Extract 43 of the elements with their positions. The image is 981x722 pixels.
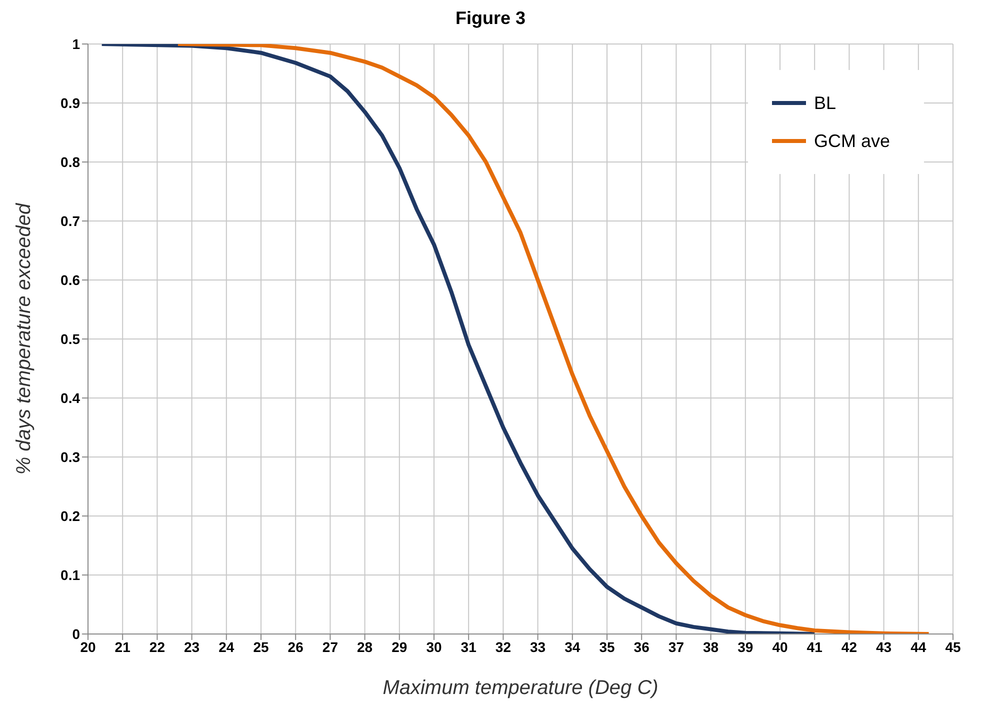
x-tick-label: 27	[322, 638, 338, 655]
y-tick-label: 0.6	[60, 272, 80, 288]
x-tick-label: 36	[634, 638, 650, 655]
x-tick-label: 44	[910, 638, 926, 655]
x-tick-label: 39	[738, 638, 754, 655]
x-tick-label: 45	[945, 638, 961, 655]
x-tick-label: 24	[218, 638, 234, 655]
x-tick-label: 21	[114, 638, 131, 655]
y-tick-label: 0.8	[60, 154, 80, 170]
x-tick-label: 34	[564, 638, 580, 655]
x-tick-label: 20	[80, 638, 96, 655]
x-tick-label: 28	[357, 638, 373, 655]
chart-title: Figure 3	[454, 8, 526, 30]
y-tick-label: 0.3	[60, 448, 80, 465]
y-tick-label: 0.7	[60, 212, 80, 229]
x-tick-label: 29	[392, 638, 408, 655]
x-tick-label: 40	[772, 638, 788, 655]
y-tick-label: 0.4	[60, 390, 80, 406]
x-tick-label: 22	[149, 638, 166, 655]
y-tick-label: 0	[72, 626, 80, 642]
legend-label: GCM ave	[814, 130, 890, 152]
y-tick-label: 1	[72, 36, 80, 52]
line-series	[176, 44, 931, 634]
x-tick-label: 30	[426, 638, 442, 655]
x-tick-label: 35	[599, 638, 615, 655]
x-tick-label: 26	[288, 638, 304, 655]
x-tick-label: 32	[495, 638, 512, 655]
x-tick-label: 23	[184, 638, 200, 655]
x-tick-label: 41	[806, 638, 823, 655]
y-tick-label: 0.2	[60, 508, 80, 524]
y-tick-label: 0.5	[60, 330, 80, 347]
x-tick-label: 38	[703, 638, 719, 655]
y-tick-label: 0.1	[60, 566, 80, 583]
legend-label: BL	[814, 92, 836, 114]
x-tick-label: 37	[668, 638, 684, 655]
x-axis-title: Maximum temperature (Deg C)	[382, 677, 658, 699]
x-tick-label: 25	[253, 638, 269, 655]
x-tick-label: 43	[876, 638, 892, 655]
y-tick-label: 0.9	[60, 94, 80, 111]
x-tick-label: 42	[841, 638, 858, 655]
x-tick-label: 33	[530, 638, 546, 655]
y-axis-title: % days temperature exceeded	[13, 202, 36, 475]
x-tick-label: 31	[460, 638, 477, 655]
